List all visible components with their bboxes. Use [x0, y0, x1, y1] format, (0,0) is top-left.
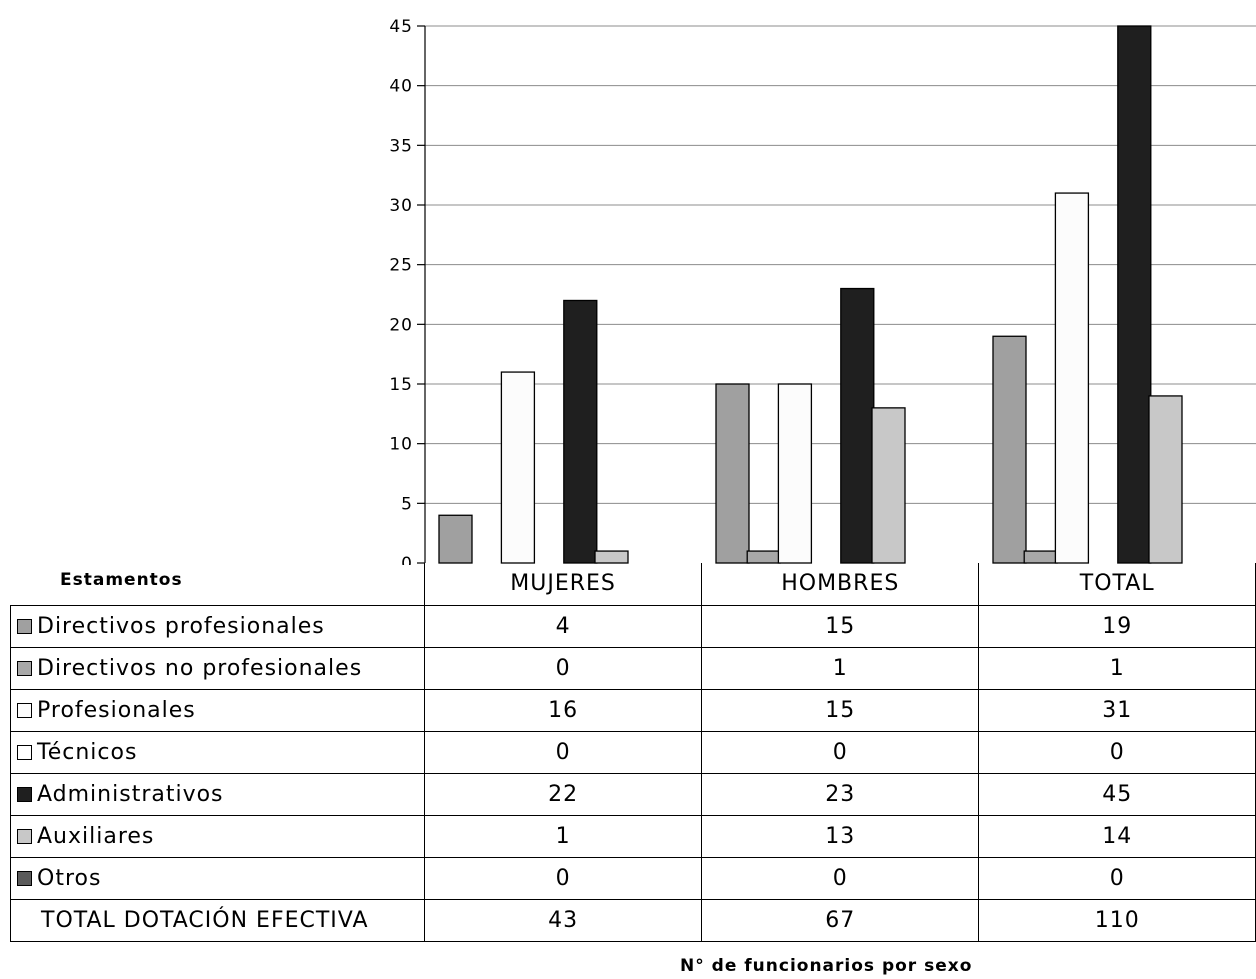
y-tick-label: 25	[389, 256, 413, 276]
bar-5-total	[1117, 25, 1152, 564]
legend-swatch	[17, 618, 32, 634]
series-label: Auxiliares	[9, 814, 426, 858]
bar-1-total	[992, 335, 1027, 564]
total-row: TOTAL DOTACIÓN EFECTIVA 43 67 110	[9, 898, 1256, 942]
table-corner	[11, 563, 425, 605]
table-row: Directivos profesionales 4 15 19	[9, 604, 1256, 648]
table-cell: 0	[424, 646, 703, 690]
series-label: Directivos no profesionales	[9, 646, 426, 690]
table-cell: 1	[701, 646, 980, 690]
y-tick-label: 45	[389, 17, 413, 37]
table-header-row: MUJERES HOMBRES TOTAL	[11, 563, 1256, 606]
y-tick-label: 20	[389, 315, 413, 335]
series-name: Profesionales	[37, 697, 196, 723]
bar-1-hombres	[715, 383, 750, 564]
total-cell: 110	[978, 898, 1256, 942]
y-tick-label: 30	[389, 196, 413, 216]
bar-1-mujeres	[438, 514, 473, 564]
legend-swatch	[17, 786, 32, 802]
table-cell: 1	[978, 646, 1256, 690]
table-cell: 0	[978, 856, 1256, 900]
table-cell: 19	[978, 604, 1256, 648]
series-name: Directivos profesionales	[37, 613, 325, 639]
bar-6-total	[1148, 395, 1183, 564]
table-cell: 16	[424, 688, 703, 732]
category-label: MUJERES	[424, 563, 703, 606]
table-cell: 31	[978, 688, 1256, 732]
table-row: Administrativos 22 23 45	[9, 772, 1256, 816]
series-name: Directivos no profesionales	[37, 655, 363, 681]
bar-3-total	[1054, 192, 1090, 564]
table-cell: 15	[701, 604, 980, 648]
series-name: Auxiliares	[37, 823, 155, 849]
chart-caption: N° de funcionarios por sexo	[680, 956, 973, 976]
table-cell: 45	[978, 772, 1256, 816]
series-label: Directivos profesionales	[9, 604, 426, 648]
legend-swatch	[17, 744, 32, 760]
bar-6-hombres	[871, 407, 906, 564]
y-tick-label: 40	[389, 77, 413, 97]
table-cell: 4	[424, 604, 703, 648]
series-name: Técnicos	[37, 739, 138, 765]
category-label: HOMBRES	[701, 563, 980, 606]
bar-2-hombres	[746, 550, 781, 564]
legend-swatch	[17, 828, 32, 844]
category-label: TOTAL	[978, 563, 1256, 606]
legend-swatch	[17, 702, 32, 718]
y-tick-label: 5	[401, 494, 413, 514]
legend-swatch	[17, 870, 32, 886]
bar-5-hombres	[840, 287, 875, 564]
y-tick-label: 35	[389, 136, 413, 156]
series-label: Otros	[9, 856, 426, 900]
data-table: MUJERES HOMBRES TOTAL Directivos profesiona…	[9, 563, 1256, 942]
series-label: Profesionales	[9, 688, 426, 732]
table-cell: 14	[978, 814, 1256, 858]
bar-3-hombres	[777, 383, 813, 564]
table-row: Otros 0 0 0	[9, 856, 1256, 900]
y-tick-label: 0	[401, 554, 413, 565]
bar-chart: 0 5 10 15 20 25 30 35 40 45	[389, 17, 1256, 565]
series-name: Otros	[37, 865, 102, 891]
bar-6-mujeres	[594, 550, 629, 564]
table-cell: 22	[424, 772, 703, 816]
table-cell: 0	[424, 730, 703, 774]
y-tick-label: 15	[389, 375, 413, 395]
table-row: Auxiliares 1 13 14	[9, 814, 1256, 858]
y-tick-label: 10	[389, 435, 413, 455]
table-cell: 0	[978, 730, 1256, 774]
legend-swatch	[17, 660, 32, 676]
table-cell: 23	[701, 772, 980, 816]
bar-5-mujeres	[563, 299, 598, 564]
bar-2-total	[1023, 550, 1058, 564]
bar-3-mujeres	[500, 371, 536, 564]
total-cell: 67	[701, 898, 980, 942]
table-cell: 0	[701, 856, 980, 900]
total-label: TOTAL DOTACIÓN EFECTIVA	[9, 898, 426, 942]
table-cell: 0	[701, 730, 980, 774]
table-cell: 0	[424, 856, 703, 900]
table-row: Técnicos 0 0 0	[9, 730, 1256, 774]
table-cell: 1	[424, 814, 703, 858]
series-label: Técnicos	[9, 730, 426, 774]
series-name: Administrativos	[37, 781, 224, 807]
table-row: Directivos no profesionales 0 1 1	[9, 646, 1256, 690]
table-header-estamentos: Estamentos	[60, 570, 183, 590]
table-row: Profesionales 16 15 31	[9, 688, 1256, 732]
table-cell: 13	[701, 814, 980, 858]
total-cell: 43	[424, 898, 703, 942]
table-cell: 15	[701, 688, 980, 732]
series-label: Administrativos	[9, 772, 426, 816]
